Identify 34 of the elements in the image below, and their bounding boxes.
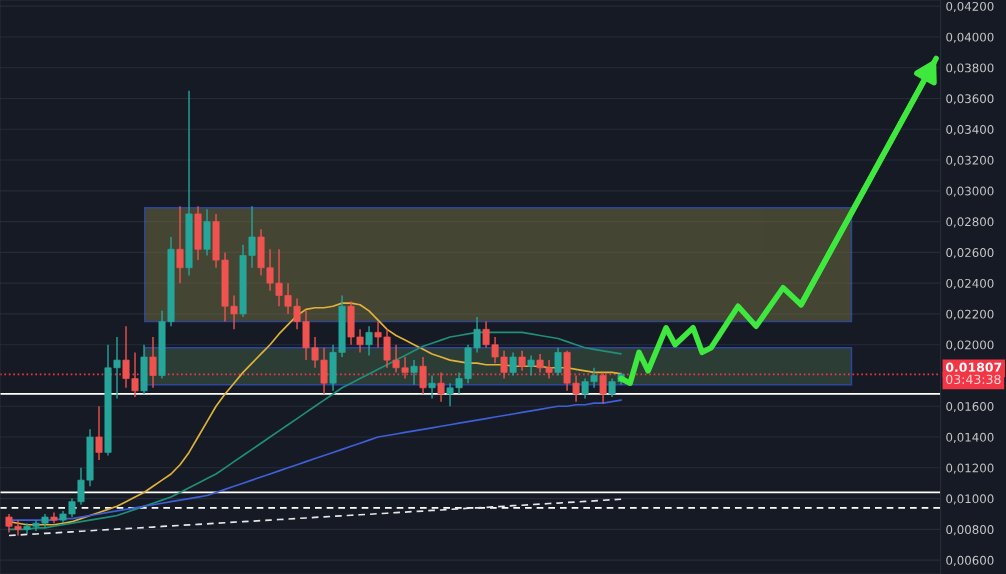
y-tick-label: 0,03400 <box>946 124 994 136</box>
y-tick-label: 0,02400 <box>946 278 994 290</box>
y-tick-label: 0,00800 <box>946 525 994 536</box>
y-tick-label: 0,02800 <box>946 217 994 228</box>
y-tick-label: 0,01400 <box>946 432 994 443</box>
candlestick <box>437 371 445 403</box>
candlestick <box>95 405 103 461</box>
y-tick-label: 0,00600 <box>946 555 994 567</box>
candlestick <box>509 351 517 377</box>
candlestick <box>176 205 184 284</box>
candlestick <box>599 371 607 404</box>
candlestick <box>527 354 535 377</box>
ref-line-label: 0,01807 <box>945 362 1002 374</box>
y-tick-label: 0,03000 <box>946 186 994 197</box>
candlestick <box>419 356 427 395</box>
y-tick-label: 0,04000 <box>946 32 994 43</box>
text: 03:43:38 <box>946 374 1001 385</box>
y-tick-label: 0,01200 <box>946 463 994 474</box>
y-tick-label: 0,01600 <box>946 401 994 413</box>
candlestick <box>554 347 562 377</box>
candlestick <box>365 325 373 357</box>
y-tick-label: 0,03600 <box>946 94 994 105</box>
y-tick-label: 0,03800 <box>946 63 994 74</box>
candlestick <box>428 374 436 400</box>
candlestick <box>410 359 418 386</box>
candlestick <box>149 336 157 389</box>
y-tick-label: 0,02600 <box>946 248 994 259</box>
y-tick-label: 0,03200 <box>946 155 994 166</box>
y-tick-label: 0,02200 <box>946 309 994 320</box>
y-tick-label: 0,04200 <box>946 1 994 13</box>
y-tick-label: 0,01000 <box>946 494 994 505</box>
candlestick <box>518 350 526 372</box>
line-series <box>8 498 622 537</box>
y-tick-label: 0,02000 <box>946 340 994 351</box>
